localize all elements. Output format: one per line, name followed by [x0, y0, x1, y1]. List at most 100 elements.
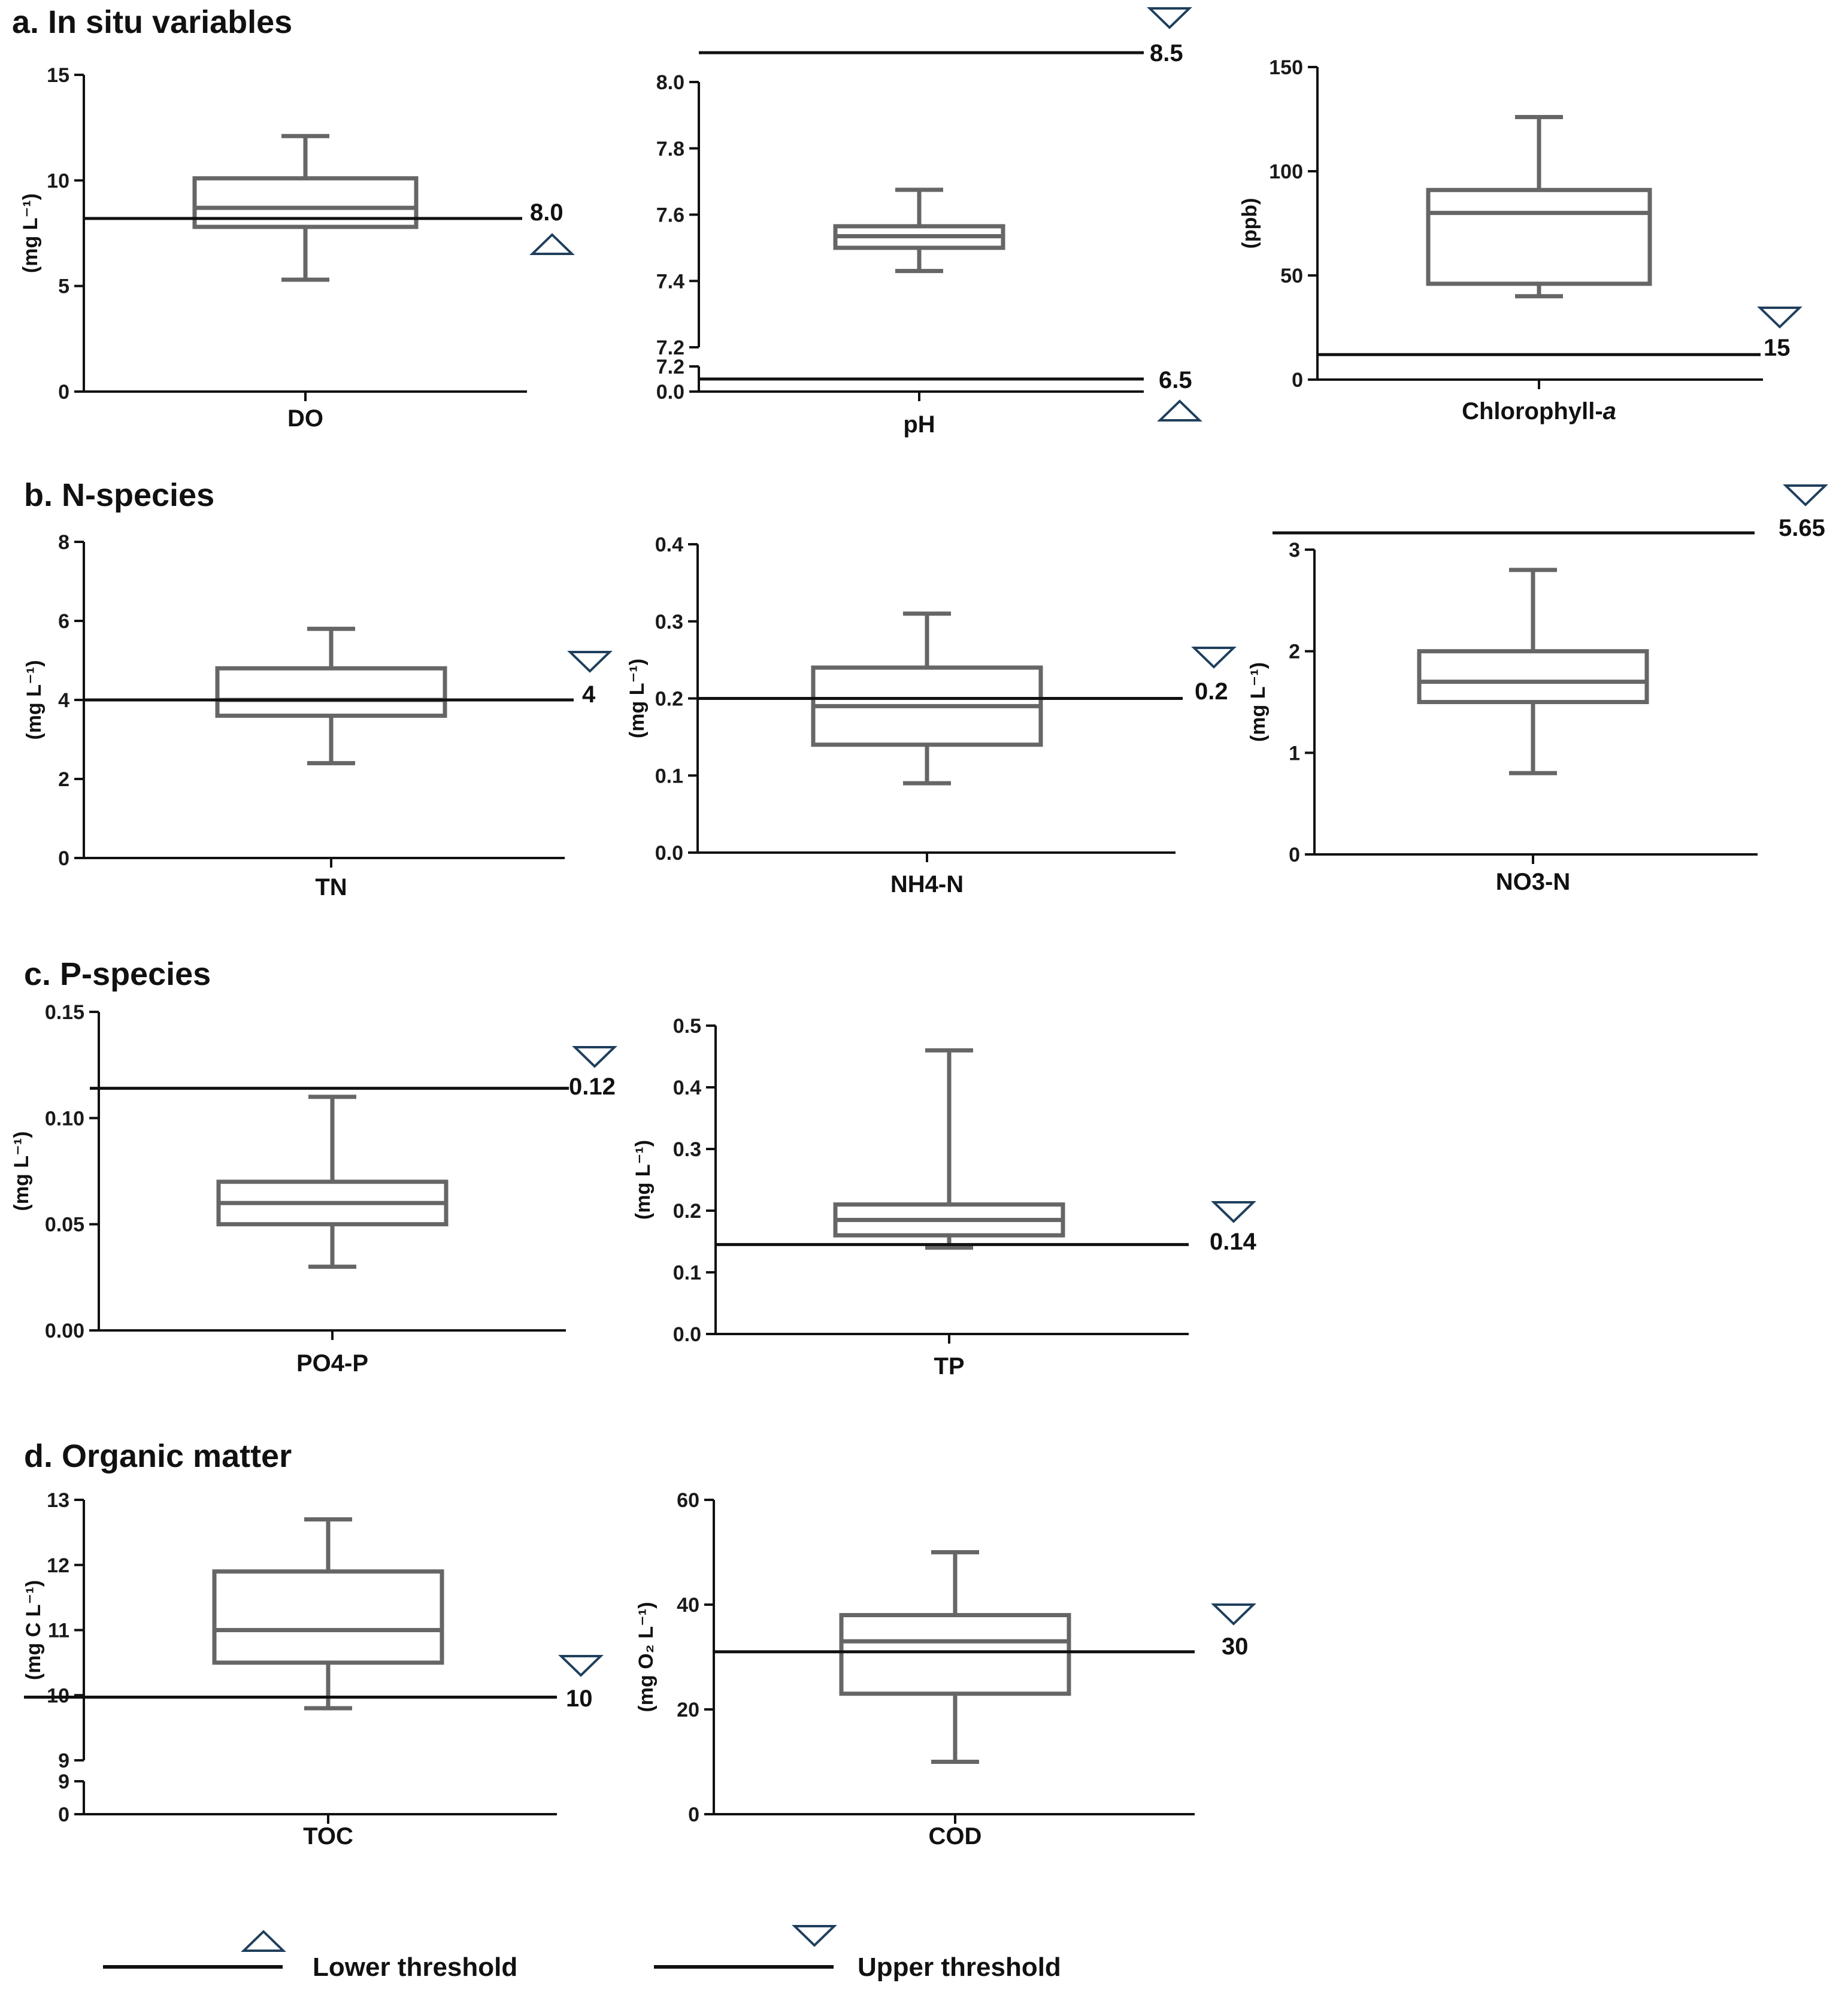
x-axis-label: TN: [315, 874, 347, 901]
threshold-label: 0.12: [569, 1074, 616, 1100]
y-tick-label: 12: [47, 1554, 69, 1577]
y-tick-label: 9: [58, 1770, 69, 1793]
upper-threshold-marker: [1211, 1603, 1256, 1626]
y-tick-label: 60: [677, 1489, 699, 1512]
lower-threshold-marker: [1157, 399, 1202, 422]
y-axis-label: (mg L⁻¹): [626, 659, 649, 738]
y-tick-label: 0.2: [673, 1200, 701, 1223]
box-plot-cod: 0 20 40 60 30 COD (mg O₂ L⁻¹): [635, 1489, 1256, 1850]
y-tick-label: 50: [1280, 265, 1303, 287]
box-plot-do: 0 5 10 15 8.0 DO (mg L⁻¹): [19, 64, 575, 432]
y-axis-label: (mg L⁻¹): [1247, 662, 1270, 742]
threshold-label: 0.14: [1210, 1229, 1257, 1255]
upper-threshold-marker: [1757, 307, 1802, 329]
x-axis-label: TOC: [303, 1823, 353, 1850]
y-tick-label: 7.2: [656, 336, 684, 359]
x-axis-label: NO3-N: [1496, 869, 1570, 895]
y-tick-label: 7.4: [656, 270, 684, 293]
upper-threshold-marker: [1147, 7, 1192, 29]
threshold-label: 30: [1222, 1633, 1249, 1660]
y-tick-label: 20: [677, 1699, 699, 1721]
x-axis-label: DO: [287, 405, 323, 432]
y-axis-label: (mg C L⁻¹): [22, 1580, 45, 1680]
y-tick-label: 0: [58, 381, 69, 404]
x-axis-label: COD: [929, 1823, 982, 1850]
threshold-label: 5.65: [1779, 515, 1825, 541]
y-tick-label: 10: [47, 169, 69, 192]
y-tick-label: 5: [58, 275, 69, 298]
threshold-label: 15: [1764, 335, 1791, 361]
threshold-label: 6.5: [1159, 367, 1192, 393]
y-tick-label: 7.8: [656, 138, 684, 160]
y-tick-label: 9: [58, 1750, 69, 1772]
y-tick-label: 0.2: [655, 688, 683, 711]
y-axis-label: (mg O₂ L⁻¹): [635, 1602, 658, 1712]
x-axis-label: NH4-N: [890, 871, 964, 898]
y-axis-label: (mg L⁻¹): [19, 193, 42, 273]
y-tick-label: 6: [58, 610, 69, 633]
y-tick-label: 0: [1289, 844, 1300, 866]
upper-threshold-marker: [1783, 484, 1828, 507]
threshold-label: 0.2: [1195, 678, 1228, 705]
section-c-title: c. P-species: [24, 956, 211, 992]
y-axis-label: (mg L⁻¹): [10, 1131, 33, 1211]
section-a-title: a. In situ variables: [12, 4, 292, 40]
box-plot-tn: 0 2 4 6 8 4 TN (mg L⁻¹): [23, 531, 613, 901]
upper-threshold-marker: [572, 1046, 617, 1068]
x-axis-label: Chlorophyll-a: [1462, 398, 1616, 425]
y-tick-label: 2: [58, 768, 69, 791]
y-tick-label: 7.6: [656, 204, 684, 227]
iqr-box: [1426, 187, 1652, 286]
y-tick-label: 0.3: [673, 1138, 701, 1161]
lower-legend-label: Lower threshold: [313, 1953, 517, 1982]
y-tick-label: 13: [47, 1489, 69, 1512]
x-axis-label-main: Chlorophyll-: [1462, 398, 1603, 425]
threshold-label: 8.5: [1150, 40, 1183, 66]
upper-threshold-marker: [558, 1655, 604, 1677]
y-axis-label: (mg L⁻¹): [632, 1140, 655, 1220]
iqr-box: [212, 1569, 444, 1665]
upper-threshold-marker: [567, 651, 613, 673]
upper-legend-label: Upper threshold: [858, 1953, 1061, 1982]
section-b-title: b. N-species: [24, 477, 214, 513]
y-tick-label: 0.05: [45, 1214, 84, 1236]
upper-legend-marker: [792, 1925, 837, 1947]
legend: Lower threshold Upper threshold: [103, 1925, 1061, 1982]
iqr-box: [192, 176, 419, 229]
iqr-box: [215, 666, 447, 718]
y-tick-label: 100: [1269, 160, 1303, 183]
y-tick-label: 15: [47, 64, 69, 87]
y-tick-label: 0: [1292, 369, 1303, 392]
x-axis-label: PO4-P: [296, 1350, 368, 1377]
section-d-title: d. Organic matter: [24, 1438, 292, 1474]
y-tick-label: 0.4: [673, 1077, 701, 1099]
threshold-label: 4: [582, 681, 596, 708]
y-tick-label: 1: [1289, 742, 1300, 765]
upper-threshold-marker: [1211, 1201, 1256, 1223]
iqr-box: [1417, 649, 1649, 704]
y-tick-label: 40: [677, 1594, 699, 1617]
y-tick-label: 4: [58, 689, 69, 712]
y-tick-label: 0.1: [655, 765, 683, 787]
box-plot-toc: 9101112130910TOC(mg C L⁻¹): [22, 1489, 604, 1850]
threshold-label: 8.0: [530, 199, 564, 226]
y-tick-label: 8: [58, 531, 69, 554]
y-tick-label: 0.0: [673, 1323, 701, 1346]
y-axis-label: (mg L⁻¹): [23, 660, 46, 739]
y-tick-label: 0.10: [45, 1107, 84, 1130]
y-tick-label: 0: [58, 847, 69, 870]
y-axis-label: (ppb): [1238, 198, 1261, 249]
y-tick-label: 0.0: [655, 842, 683, 865]
y-tick-label: 0: [58, 1803, 69, 1826]
box-plot-ph: 7.2 7.4 7.6 7.8 8.0 0.0 7.2 8.5 6.5 pH: [656, 7, 1202, 438]
y-tick-label: 0.0: [656, 381, 684, 404]
y-tick-label: 0.5: [673, 1015, 701, 1038]
y-tick-label: 0.1: [673, 1262, 701, 1284]
y-tick-label: 0.3: [655, 611, 683, 633]
y-tick-label: 7.2: [656, 356, 684, 378]
x-axis-label-italic: a: [1603, 398, 1616, 425]
box-plot-tp: 0.0 0.1 0.2 0.3 0.4 0.5 0.14 TP (mg L⁻¹): [632, 1015, 1257, 1380]
y-tick-label: 11: [48, 1620, 69, 1642]
x-axis-label: TP: [934, 1353, 964, 1380]
